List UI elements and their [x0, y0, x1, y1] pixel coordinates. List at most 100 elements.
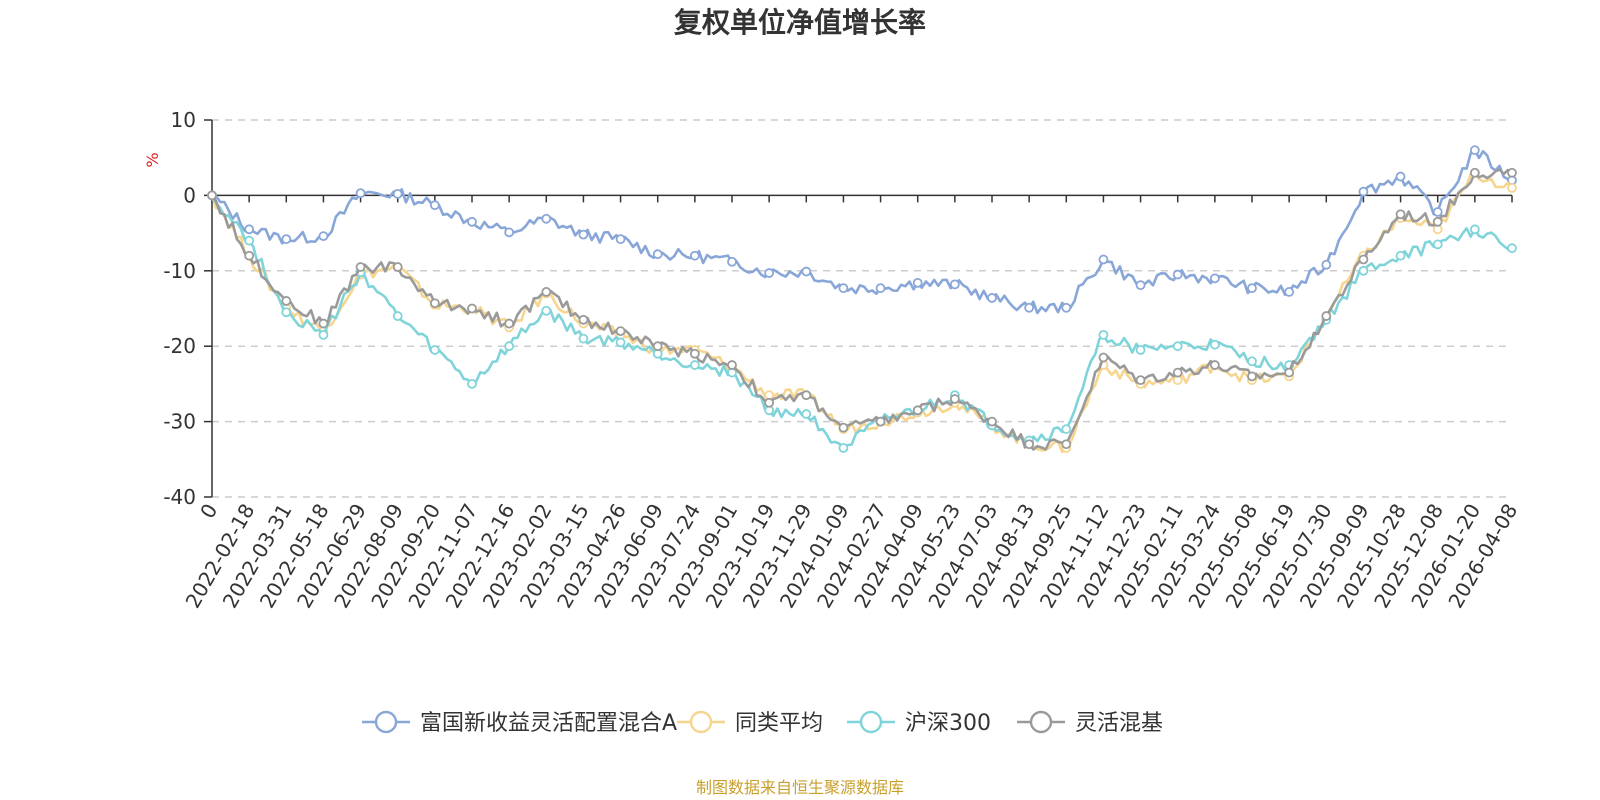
y-tick-label: -40: [163, 485, 196, 509]
data-point: [318, 231, 329, 242]
data-point: [727, 256, 737, 267]
x-ticks: 02022-02-182022-03-312022-05-182022-06-2…: [181, 195, 1522, 612]
data-point: [1321, 311, 1332, 321]
data-point: [207, 190, 217, 201]
data-point: [1247, 283, 1257, 294]
y-tick-label: -20: [163, 334, 196, 358]
series-line: [210, 194, 1513, 450]
data-point: [1098, 329, 1109, 340]
data-point: [1358, 254, 1369, 265]
chart-title: 复权单位净值增长率: [674, 6, 926, 39]
data-point: [652, 249, 663, 260]
data-point: [467, 216, 477, 227]
data-point: [1209, 360, 1220, 370]
data-point: [689, 250, 700, 261]
data-point: [1507, 167, 1517, 178]
data-point: [1172, 341, 1183, 352]
axes: [211, 120, 1512, 497]
data-point: [1247, 371, 1257, 382]
data-point: [504, 341, 515, 352]
series-1: [207, 167, 1517, 454]
data-point: [541, 287, 552, 297]
data-point: [764, 397, 775, 408]
data-point: [281, 307, 292, 318]
grid-layer: [212, 119, 1512, 498]
data-point: [392, 188, 403, 199]
data-point: [1135, 280, 1146, 291]
data-point: [1024, 302, 1035, 313]
legend-label: 灵活混基: [1075, 711, 1163, 736]
x-tick-label: 0: [195, 500, 222, 523]
legend-marker-icon: [689, 710, 713, 734]
source-note: 制图数据来自恒生聚源数据库: [696, 778, 904, 797]
data-point: [1469, 145, 1480, 156]
data-point: [949, 279, 960, 290]
data-point: [1172, 269, 1183, 280]
data-point: [1098, 254, 1109, 265]
data-point: [1172, 367, 1183, 378]
data-point: [1395, 250, 1406, 261]
legend-item[interactable]: 富国新收益灵活配置混合A: [362, 710, 677, 736]
data-point: [1024, 439, 1035, 450]
legend-marker-icon: [859, 710, 883, 734]
data-point: [652, 341, 663, 352]
y-tick-label: -10: [163, 259, 196, 283]
y-axis-label: %: [143, 152, 162, 167]
data-point: [244, 235, 255, 246]
data-point: [875, 416, 886, 427]
data-point: [1247, 356, 1257, 367]
legend-marker-icon: [1029, 710, 1053, 734]
legend-item[interactable]: 同类平均: [677, 710, 823, 736]
data-point: [467, 378, 477, 389]
data-point: [1135, 345, 1146, 355]
data-point: [504, 318, 515, 329]
data-point: [392, 311, 403, 321]
data-point: [1061, 302, 1072, 313]
data-point: [912, 405, 923, 416]
data-point: [987, 293, 997, 303]
data-point: [1469, 224, 1480, 235]
series-line: [210, 168, 1513, 451]
data-point: [838, 283, 849, 294]
data-point: [429, 298, 440, 309]
data-point: [1209, 339, 1220, 350]
data-point: [801, 390, 812, 401]
series-layer: [207, 145, 1517, 454]
data-point: [764, 268, 775, 278]
data-point: [1321, 259, 1332, 270]
data-point: [355, 188, 366, 199]
legend-marker-icon: [374, 710, 398, 734]
data-point: [318, 329, 329, 340]
data-point: [1395, 209, 1406, 220]
data-point: [801, 409, 812, 419]
series-line: [211, 148, 1513, 315]
data-point: [1135, 375, 1146, 386]
data-point: [727, 360, 737, 370]
data-point: [1358, 186, 1369, 197]
legend-label: 同类平均: [735, 711, 823, 736]
data-point: [1432, 207, 1443, 217]
data-point: [541, 305, 552, 316]
data-point: [1209, 273, 1220, 284]
series-0: [207, 145, 1517, 315]
data-point: [1432, 216, 1443, 227]
data-point: [578, 314, 589, 325]
data-point: [987, 416, 997, 427]
data-point: [541, 213, 552, 224]
data-point: [355, 262, 366, 272]
data-point: [1469, 167, 1480, 178]
data-point: [949, 394, 960, 404]
series-2: [207, 190, 1517, 453]
legend-item[interactable]: 灵活混基: [1017, 710, 1163, 736]
data-point: [615, 337, 626, 348]
series-line: [210, 171, 1514, 454]
legend-item[interactable]: 沪深300: [847, 710, 991, 736]
y-tick-label: 10: [171, 108, 196, 132]
data-point: [281, 234, 292, 245]
data-point: [1284, 367, 1295, 378]
data-point: [578, 229, 589, 240]
data-point: [689, 360, 700, 370]
data-point: [615, 326, 626, 337]
data-point: [912, 277, 923, 288]
